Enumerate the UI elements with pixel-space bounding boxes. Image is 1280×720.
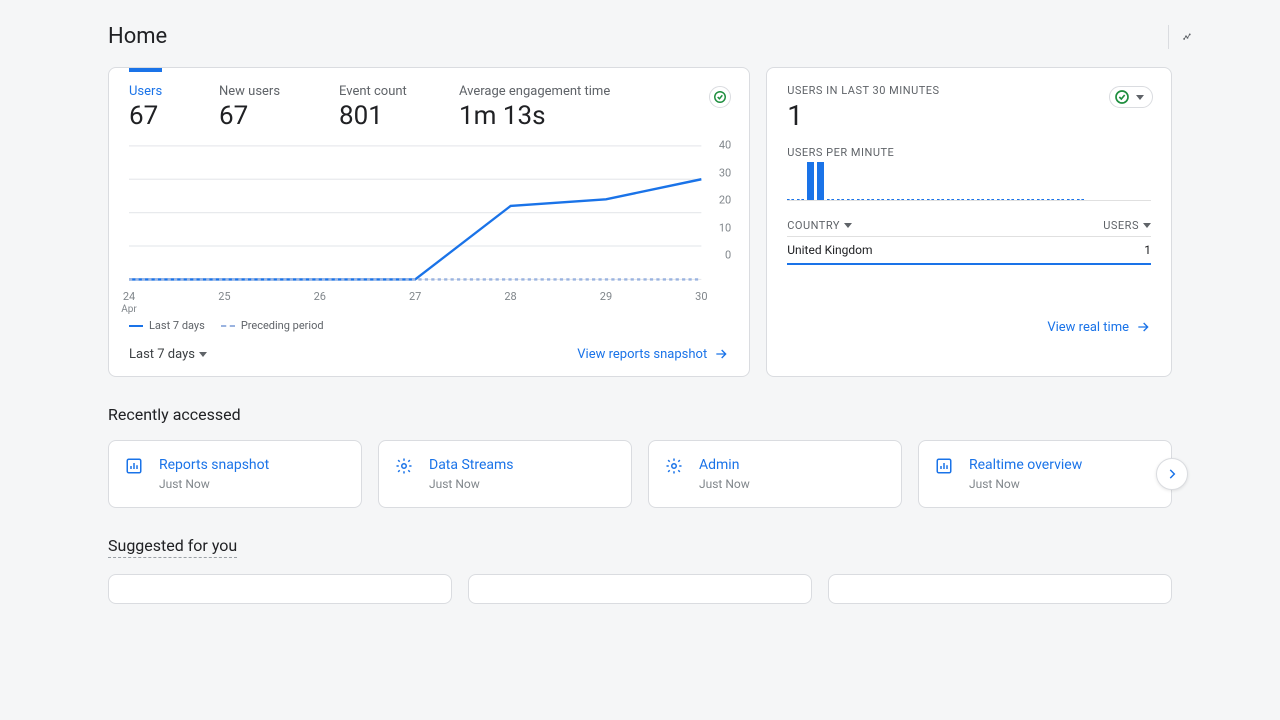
realtime-card: USERS IN LAST 30 MINUTES 1 USERS PER MIN… [766, 67, 1172, 377]
users-line-chart: 01020304024252627282930Apr [129, 141, 729, 311]
recent-card[interactable]: Reports snapshot Just Now [108, 440, 362, 508]
view-realtime-link[interactable]: View real time [1047, 319, 1151, 335]
recent-card[interactable]: Realtime overview Just Now [918, 440, 1172, 508]
country-column-header[interactable]: COUNTRY [787, 219, 852, 232]
recent-card[interactable]: Data Streams Just Now [378, 440, 632, 508]
users-column-header[interactable]: USERS [1103, 219, 1151, 232]
metric-label: Event count [339, 84, 459, 99]
recent-title: Data Streams [429, 457, 514, 473]
metrics-card: Users 67 New users 67 Event count 801 Av… [108, 67, 750, 377]
recent-title: Realtime overview [969, 457, 1082, 473]
status-dropdown[interactable] [1109, 86, 1153, 108]
metric-value: 67 [219, 101, 339, 131]
recent-title: Admin [699, 457, 750, 473]
chevron-right-icon [1165, 467, 1179, 481]
legend-label: Preceding period [241, 319, 324, 332]
gear-icon [665, 457, 685, 477]
metric-event-count[interactable]: Event count 801 [339, 84, 459, 131]
chevron-down-icon [1136, 95, 1144, 100]
recent-sub: Just Now [699, 477, 750, 491]
suggested-card[interactable] [108, 574, 452, 604]
metric-new-users[interactable]: New users 67 [219, 84, 339, 131]
realtime-value: 1 [787, 99, 1151, 132]
users-cell: 1 [1144, 243, 1151, 257]
metric-label: Average engagement time [459, 84, 629, 99]
metric-label: Users [129, 68, 162, 99]
gear-icon [395, 457, 415, 477]
legend-label: Last 7 days [149, 319, 205, 332]
legend-last-7-days: Last 7 days [129, 319, 205, 332]
metric-engagement-time[interactable]: Average engagement time 1m 13s [459, 84, 629, 131]
users-per-minute-bars [787, 163, 1151, 201]
insights-icon[interactable] [1168, 25, 1192, 49]
table-row: United Kingdom 1 [787, 236, 1151, 265]
metric-label: New users [219, 84, 339, 99]
recent-sub: Just Now [159, 477, 269, 491]
view-reports-snapshot-link[interactable]: View reports snapshot [577, 346, 729, 362]
recent-title: Reports snapshot [159, 457, 269, 473]
metric-value: 67 [129, 101, 219, 131]
arrow-right-icon [713, 346, 729, 362]
link-label: View real time [1047, 320, 1129, 335]
recently-accessed-title: Recently accessed [108, 405, 1172, 424]
metric-users[interactable]: Users 67 [129, 84, 219, 131]
chevron-down-icon [1143, 223, 1151, 228]
suggested-title: Suggested for you [108, 536, 237, 558]
metric-value: 1m 13s [459, 101, 629, 131]
suggested-card[interactable] [468, 574, 812, 604]
date-range-dropdown[interactable]: Last 7 days [129, 347, 207, 362]
per-minute-label: USERS PER MINUTE [787, 146, 1151, 159]
metric-value: 801 [339, 101, 459, 131]
recent-sub: Just Now [969, 477, 1082, 491]
legend-preceding-period: Preceding period [221, 319, 324, 332]
arrow-right-icon [1135, 319, 1151, 335]
link-label: View reports snapshot [577, 347, 707, 362]
scroll-right-button[interactable] [1156, 458, 1188, 490]
column-label: COUNTRY [787, 219, 840, 232]
page-title: Home [108, 24, 167, 49]
check-icon [1114, 89, 1130, 105]
bar-chart-icon [125, 457, 145, 477]
recent-sub: Just Now [429, 477, 514, 491]
realtime-title: USERS IN LAST 30 MINUTES [787, 84, 1151, 97]
date-range-label: Last 7 days [129, 347, 195, 362]
chevron-down-icon [199, 352, 207, 357]
recent-card[interactable]: Admin Just Now [648, 440, 902, 508]
recently-accessed-list: Reports snapshot Just Now Data Streams Just… [108, 440, 1172, 508]
bar-chart-icon [935, 457, 955, 477]
suggested-card[interactable] [828, 574, 1172, 604]
country-cell: United Kingdom [787, 243, 872, 257]
chevron-down-icon [844, 223, 852, 228]
column-label: USERS [1103, 219, 1139, 232]
